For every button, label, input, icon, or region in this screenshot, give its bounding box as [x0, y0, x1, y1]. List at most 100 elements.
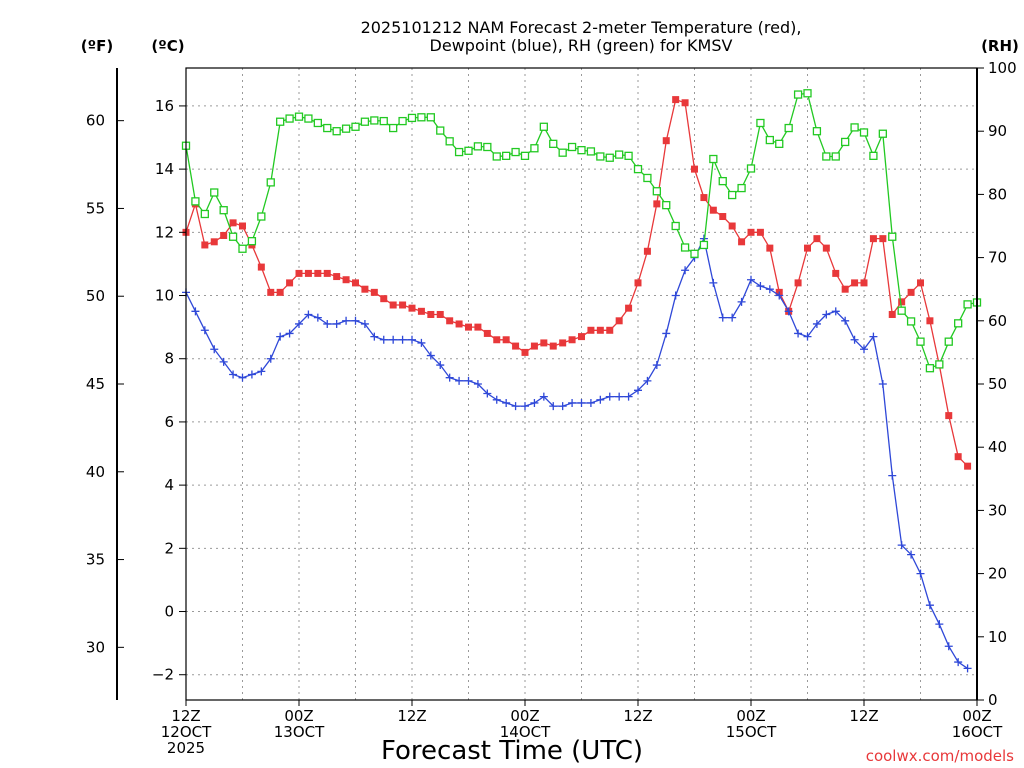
dewpoint-point: [417, 338, 426, 347]
temperature-point: [474, 323, 482, 331]
dewpoint-point: [342, 316, 351, 325]
temperature-series-line: [185, 98, 969, 467]
dewpoint-point: [426, 351, 435, 360]
dewpoint-point: [492, 395, 501, 404]
fahrenheit-tick-label: 40: [86, 463, 105, 481]
rh-point: [784, 123, 793, 133]
dewpoint-point: [511, 402, 520, 411]
celsius-tick-label: 14: [155, 160, 174, 178]
dewpoint-point: [549, 402, 558, 411]
dewpoint-point: [831, 307, 840, 316]
temperature-point: [860, 279, 868, 287]
temperature-point: [427, 310, 435, 318]
temperature-point: [709, 206, 717, 214]
rh-point: [690, 249, 699, 258]
dewpoint-point: [238, 373, 247, 382]
temperature-point: [408, 304, 416, 312]
rh-point: [586, 147, 596, 156]
temperature-point: [898, 298, 906, 306]
dewpoint-point: [709, 278, 718, 287]
dewpoint-point: [229, 370, 238, 379]
temperature-point: [587, 326, 595, 334]
temperature-point: [276, 288, 284, 296]
dewpoint-point: [200, 326, 209, 335]
temperature-point: [643, 247, 651, 255]
rh-point: [341, 124, 351, 133]
temperature-point: [333, 273, 341, 281]
rh-point: [454, 147, 464, 157]
rh-point: [332, 127, 341, 136]
rh-point: [520, 151, 530, 160]
rh-tick-label: 100: [988, 59, 1017, 77]
dewpoint-point: [323, 319, 332, 328]
x-tick-label: 12OCT: [161, 723, 212, 741]
rh-point: [662, 200, 671, 210]
temperature-point: [578, 333, 585, 341]
temperature-point: [700, 194, 708, 202]
rh-point: [389, 123, 398, 133]
celsius-tick-label: 12: [155, 223, 174, 241]
dewpoint-point: [765, 285, 774, 294]
x-tick-label: 00Z: [736, 707, 765, 725]
dewpoint-point: [436, 361, 445, 370]
dewpoint-point: [634, 386, 642, 395]
rh-tick-label: 70: [988, 249, 1007, 267]
temperature-point: [766, 244, 774, 252]
rh-point: [285, 114, 294, 123]
dewpoint-point: [624, 392, 633, 401]
rh-point: [379, 116, 388, 126]
temperature-point: [606, 326, 614, 334]
temperature-point: [851, 279, 859, 287]
temperature-point: [964, 462, 972, 470]
temperature-point: [210, 238, 218, 246]
dewpoint-point: [812, 319, 821, 328]
axes-layer: [116, 67, 984, 706]
rh-point: [775, 139, 784, 148]
x-tick-label: 12Z: [171, 707, 200, 725]
dewpoint-point: [747, 275, 755, 284]
rh-tick-label: 50: [988, 375, 1007, 393]
dewpoint-point: [784, 307, 793, 316]
rh-tick-label: 40: [988, 438, 1007, 456]
celsius-tick-label: 0: [164, 603, 174, 621]
temperature-point: [672, 96, 680, 104]
dewpoint-point: [841, 316, 850, 325]
dewpoint-point: [295, 319, 303, 328]
dewpoint-point: [897, 541, 906, 550]
rh-point: [633, 164, 643, 174]
rh-point: [850, 123, 859, 132]
temperature-point: [257, 263, 265, 271]
temperature-point: [719, 213, 727, 221]
dewpoint-point: [916, 569, 925, 578]
temperature-point: [832, 269, 840, 277]
rh-point: [323, 123, 332, 133]
temperature-point: [521, 348, 529, 356]
dewpoint-point: [869, 332, 878, 341]
x-tick-label: 16OCT: [952, 723, 1003, 741]
dewpoint-point: [276, 332, 285, 341]
celsius-tick-label: 8: [164, 350, 174, 368]
rh-point: [200, 209, 209, 219]
dewpoint-point: [888, 471, 897, 480]
rh-point: [191, 197, 200, 206]
rh-point: [238, 244, 247, 253]
dewpoint-point: [803, 332, 812, 341]
x-tick-label: 2025: [167, 739, 205, 757]
rh-point: [859, 128, 869, 137]
temperature-point: [540, 339, 548, 347]
dewpoint-point: [718, 313, 727, 322]
rh-point: [219, 206, 228, 215]
temperature-point: [804, 244, 811, 252]
temperature-point: [794, 279, 802, 287]
dewpoint-point: [775, 291, 784, 300]
dewpoint-point: [398, 335, 407, 344]
dewpoint-point: [257, 367, 266, 376]
dewpoint-point: [360, 319, 369, 328]
dewpoint-point: [907, 550, 916, 559]
dewpoint-point: [671, 291, 680, 300]
dewpoint-point: [502, 398, 511, 407]
grid-lines: [186, 68, 977, 700]
temperature-point: [926, 317, 934, 325]
dewpoint-point: [925, 601, 934, 610]
